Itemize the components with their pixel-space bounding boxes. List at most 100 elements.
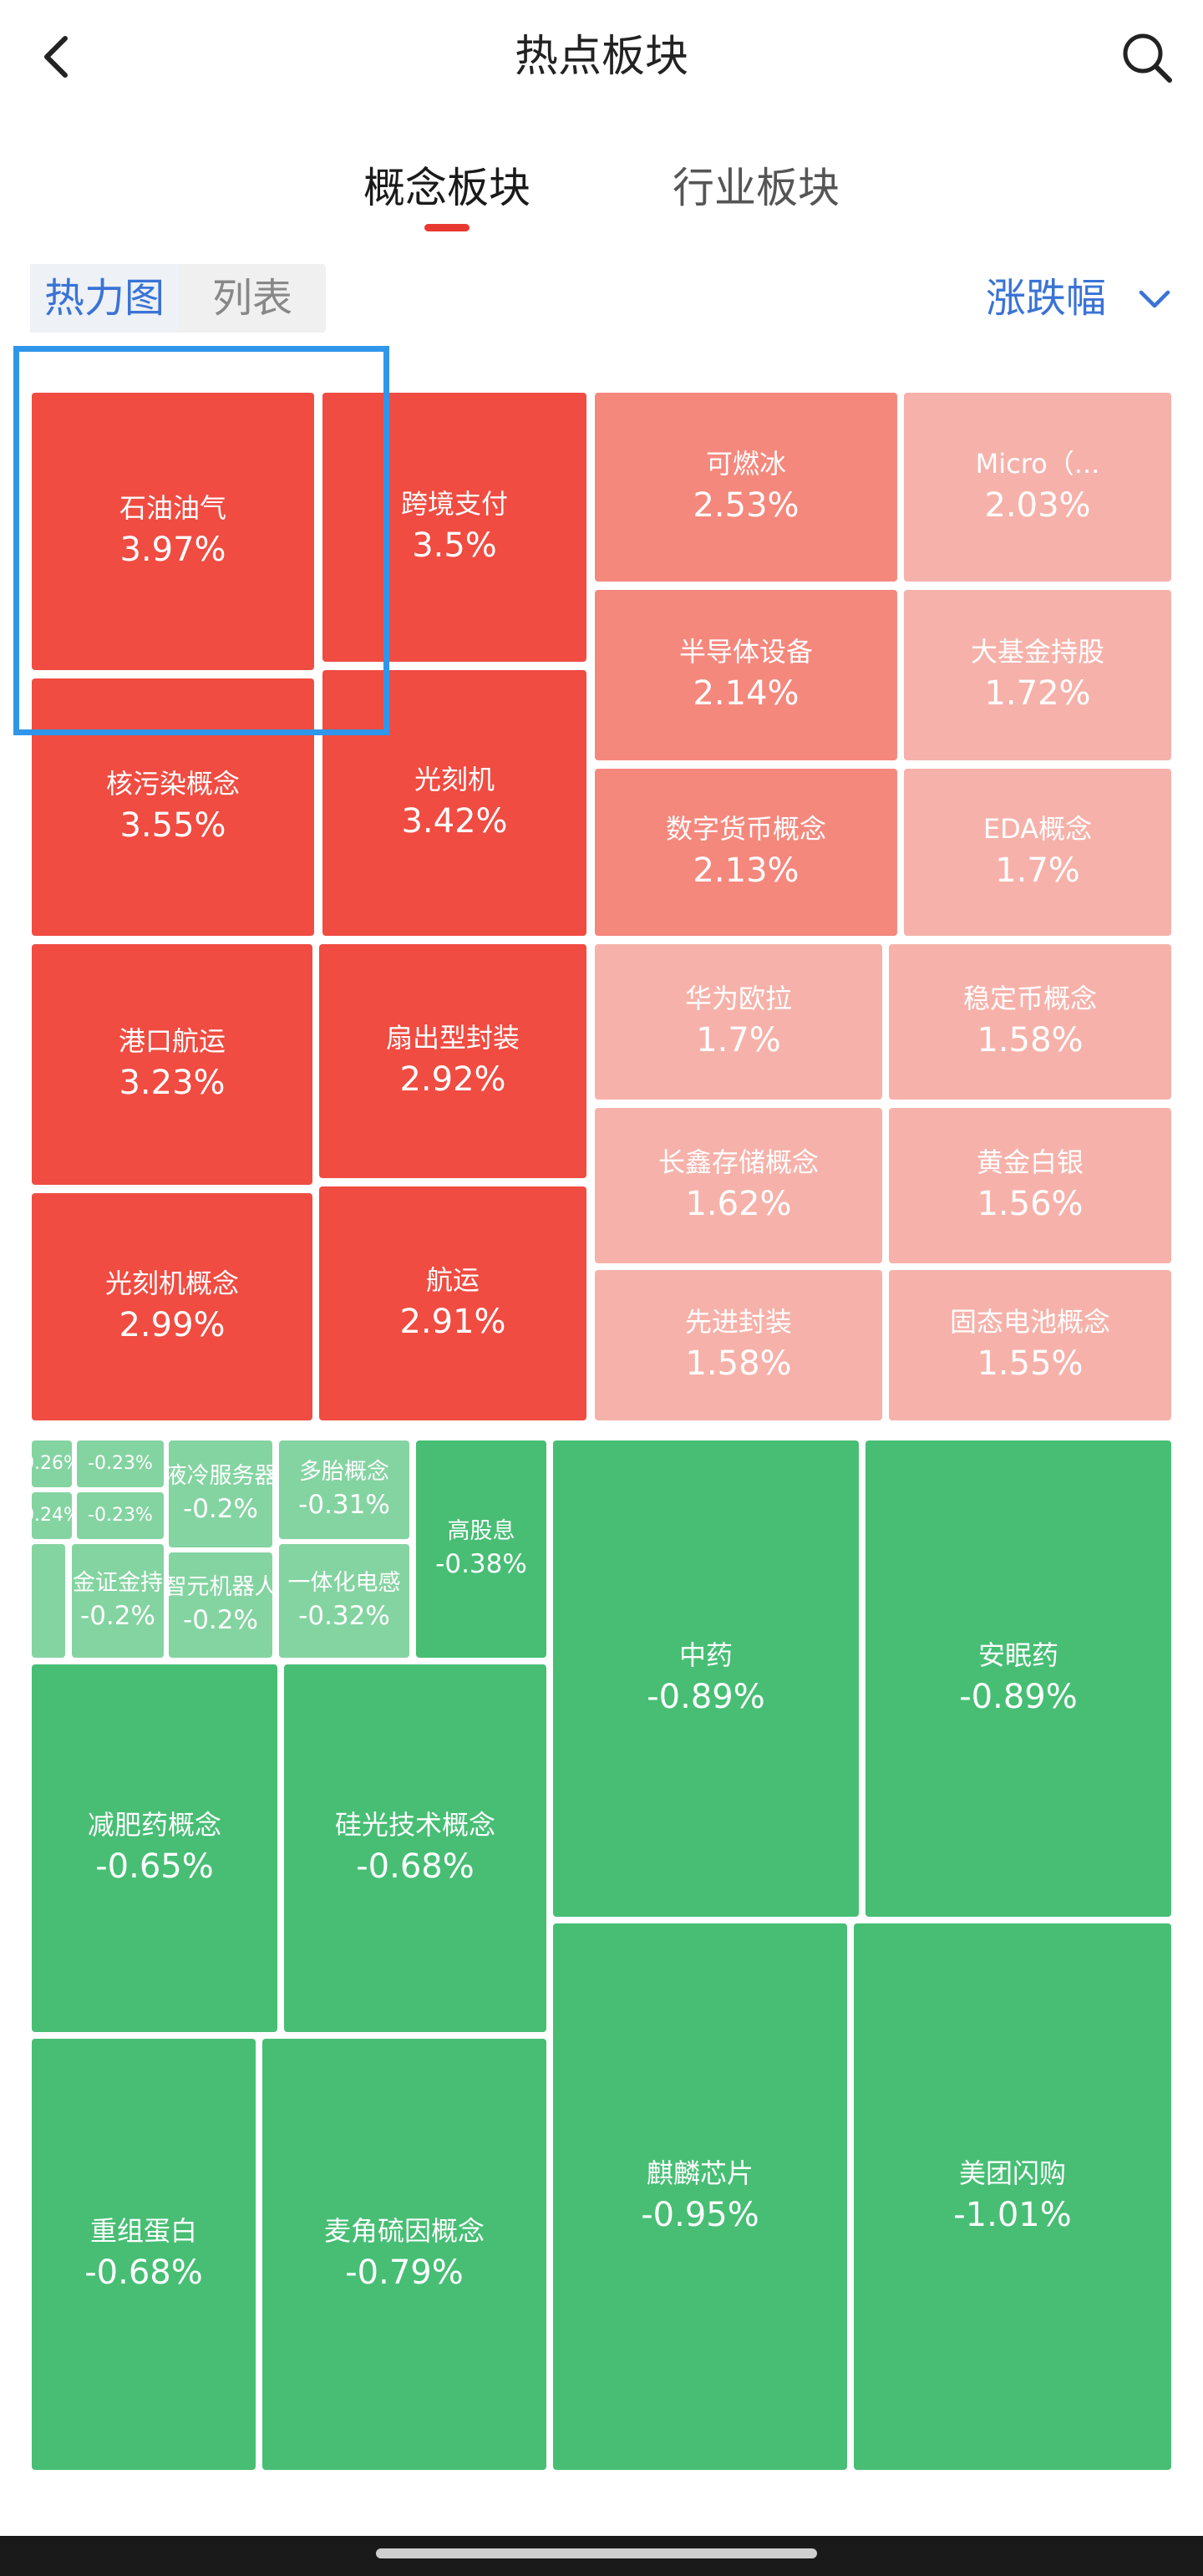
tile-name: 液冷服务器 xyxy=(169,1463,272,1489)
treemap-tile[interactable]: 稳定币概念 1.58% xyxy=(889,944,1171,1100)
treemap-tile[interactable]: 港口航运 3.23% xyxy=(32,944,312,1185)
tile-change: -0.68% xyxy=(356,1847,475,1886)
tile-name: 美团闪购 xyxy=(958,2157,1066,2189)
tile-name: 核污染概念 xyxy=(105,768,240,800)
tile-name: 港口航运 xyxy=(118,1025,226,1057)
tile-change: 0.26% xyxy=(32,1453,72,1474)
tile-name: 扇出型封装 xyxy=(385,1022,520,1054)
treemap-tile[interactable] xyxy=(32,1544,65,1658)
tile-name: 金证金持 xyxy=(73,1570,163,1596)
treemap-tile[interactable]: 中药 -0.89% xyxy=(553,1440,859,1917)
treemap-tile[interactable]: 航运 2.91% xyxy=(319,1186,586,1420)
treemap-tile[interactable]: 硅光技术概念 -0.68% xyxy=(284,1664,546,2032)
treemap-tile[interactable]: 麒麟芯片 -0.95% xyxy=(553,1923,847,2470)
treemap-tile[interactable]: 跨境支付 3.5% xyxy=(322,393,586,662)
treemap-tile[interactable]: 先进封装 1.58% xyxy=(595,1270,882,1420)
treemap-tile[interactable]: 长鑫存储概念 1.62% xyxy=(595,1108,882,1263)
tile-name: 大基金持股 xyxy=(970,636,1104,668)
tile-name: 稳定币概念 xyxy=(962,983,1097,1014)
treemap-tile[interactable]: 光刻机概念 2.99% xyxy=(32,1193,312,1420)
treemap-tile[interactable]: 0.26% xyxy=(32,1440,72,1487)
tile-change: 2.14% xyxy=(693,674,799,713)
tile-name: 长鑫存储概念 xyxy=(657,1146,819,1178)
treemap-tile[interactable]: 光刻机 3.42% xyxy=(322,670,586,936)
treemap-tile[interactable]: 金证金持 -0.2% xyxy=(72,1544,164,1658)
tile-change: -0.79% xyxy=(345,2253,464,2292)
tile-name: 华为欧拉 xyxy=(684,983,792,1014)
tile-change: 1.72% xyxy=(984,674,1091,713)
treemap-tile[interactable]: -0.23% xyxy=(77,1492,164,1539)
treemap-tile[interactable]: 多胎概念 -0.31% xyxy=(279,1440,409,1539)
tile-name: 麦角硫因概念 xyxy=(323,2215,485,2247)
treemap-tile[interactable]: 减肥药概念 -0.65% xyxy=(32,1664,277,2032)
tab-industry-sectors[interactable]: 行业板块 xyxy=(673,164,840,212)
tile-name: 光刻机 xyxy=(414,764,495,795)
treemap-tile[interactable]: 麦角硫因概念 -0.79% xyxy=(262,2039,546,2470)
heatmap-view-button[interactable]: 热力图 xyxy=(30,264,179,333)
search-icon[interactable] xyxy=(1119,30,1175,85)
tile-change: -0.23% xyxy=(88,1453,153,1474)
tile-change: 1.7% xyxy=(995,851,1080,890)
list-view-button[interactable]: 列表 xyxy=(211,275,292,322)
tile-name: 石油油气 xyxy=(119,492,226,524)
home-indicator[interactable] xyxy=(376,2548,817,2558)
tile-name: Micro（... xyxy=(975,448,1100,480)
treemap-tile[interactable]: 0.24% xyxy=(32,1492,72,1539)
tile-change: 3.55% xyxy=(119,806,226,845)
tile-change: -0.2% xyxy=(80,1601,155,1631)
treemap-tile[interactable]: EDA概念 1.7% xyxy=(904,769,1171,936)
tile-change: -0.95% xyxy=(641,2196,759,2234)
treemap-tile[interactable]: 数字货币概念 2.13% xyxy=(595,769,897,936)
tab-concept-sectors[interactable]: 概念板块 xyxy=(363,164,530,212)
tile-change: 2.91% xyxy=(399,1303,506,1341)
tile-name: 航运 xyxy=(425,1264,480,1296)
treemap-tile[interactable]: -0.23% xyxy=(77,1440,164,1487)
tile-name: 安眠药 xyxy=(977,1639,1058,1671)
treemap-tile[interactable]: 安眠药 -0.89% xyxy=(865,1440,1171,1917)
tile-change: -0.65% xyxy=(95,1847,214,1886)
treemap-tile[interactable]: 重组蛋白 -0.68% xyxy=(32,2039,256,2470)
treemap-tile[interactable]: 一体化电感 -0.32% xyxy=(279,1544,409,1658)
tile-change: 3.23% xyxy=(119,1064,226,1102)
tile-change: 2.53% xyxy=(693,486,799,525)
sort-label: 涨跌幅 xyxy=(986,275,1107,322)
tile-change: 2.03% xyxy=(984,486,1091,525)
sort-dropdown[interactable]: 涨跌幅 xyxy=(986,264,1183,333)
treemap-tile[interactable]: 半导体设备 2.14% xyxy=(595,590,897,760)
tile-change: 1.62% xyxy=(685,1185,792,1223)
treemap-tile[interactable]: 液冷服务器 -0.2% xyxy=(169,1440,272,1547)
treemap-tile[interactable]: 黄金白银 1.56% xyxy=(889,1108,1171,1263)
tile-name: EDA概念 xyxy=(982,813,1093,845)
treemap-tile[interactable]: 高股息 -0.38% xyxy=(416,1440,546,1658)
tile-change: 2.99% xyxy=(119,1306,226,1344)
treemap-tile[interactable]: 核污染概念 3.55% xyxy=(32,678,314,936)
tile-name: 光刻机概念 xyxy=(104,1268,239,1299)
tile-name: 半导体设备 xyxy=(678,636,813,668)
treemap-tile[interactable]: 石油油气 3.97% xyxy=(32,393,314,670)
tile-change: 1.56% xyxy=(977,1185,1084,1223)
treemap-tile[interactable]: 可燃冰 2.53% xyxy=(595,393,897,582)
tile-change: -0.23% xyxy=(88,1505,153,1526)
tile-change: 1.55% xyxy=(977,1344,1084,1383)
treemap-tile[interactable]: 大基金持股 1.72% xyxy=(904,590,1171,760)
tile-change: 3.97% xyxy=(119,531,226,569)
tile-name: 跨境支付 xyxy=(400,488,508,520)
tile-change: -0.2% xyxy=(183,1605,258,1635)
tile-name: 智元机器人 xyxy=(169,1574,272,1600)
treemap-tile[interactable]: 华为欧拉 1.7% xyxy=(595,944,882,1100)
treemap-tile[interactable]: 固态电池概念 1.55% xyxy=(889,1270,1171,1420)
treemap-tile[interactable]: 扇出型封装 2.92% xyxy=(319,944,586,1178)
tile-change: 3.42% xyxy=(401,802,508,841)
treemap-tile[interactable]: 智元机器人 -0.2% xyxy=(169,1552,272,1658)
treemap-tile[interactable]: Micro（... 2.03% xyxy=(904,393,1171,582)
treemap-tile[interactable]: 美团闪购 -1.01% xyxy=(854,1923,1171,2470)
tile-change: -0.32% xyxy=(298,1601,390,1631)
tile-name: 硅光技术概念 xyxy=(334,1809,495,1841)
tile-name: 麒麟芯片 xyxy=(646,2157,754,2189)
tile-change: 2.92% xyxy=(399,1060,506,1099)
tile-change: 1.58% xyxy=(977,1021,1084,1059)
tile-name: 减肥药概念 xyxy=(87,1809,221,1841)
tile-change: -1.01% xyxy=(953,2196,1072,2234)
tile-change: -0.2% xyxy=(183,1494,258,1524)
chevron-left-icon[interactable] xyxy=(33,32,84,82)
